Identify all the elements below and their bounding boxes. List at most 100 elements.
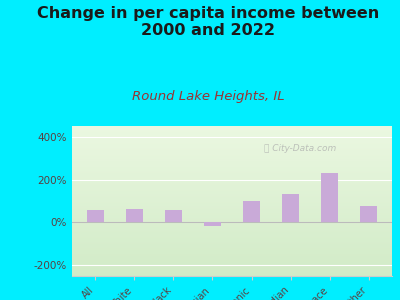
Bar	[72, 258, 392, 259]
Bar	[72, 272, 392, 273]
Bar	[72, 181, 392, 182]
Bar	[72, 238, 392, 239]
Bar	[87, 210, 104, 222]
Bar	[72, 129, 392, 130]
Bar	[72, 126, 392, 127]
Bar	[72, 232, 392, 233]
Bar	[72, 202, 392, 203]
Bar	[72, 172, 392, 173]
Bar	[72, 162, 392, 163]
Bar	[72, 147, 392, 148]
Bar	[72, 261, 392, 262]
Bar	[72, 135, 392, 136]
Bar	[72, 231, 392, 232]
Bar	[72, 176, 392, 177]
Bar	[72, 182, 392, 183]
Bar	[72, 173, 392, 174]
Bar	[72, 174, 392, 175]
Bar	[72, 243, 392, 244]
Bar	[72, 216, 392, 217]
Bar	[72, 170, 392, 171]
Bar	[72, 180, 392, 181]
Bar	[72, 267, 392, 268]
Bar	[72, 218, 392, 219]
Bar	[72, 205, 392, 206]
Bar	[72, 167, 392, 168]
Bar	[72, 131, 392, 132]
Bar	[72, 238, 392, 239]
Bar	[72, 274, 392, 275]
Bar	[72, 236, 392, 237]
Bar	[72, 169, 392, 170]
Bar	[72, 248, 392, 249]
Bar	[72, 203, 392, 204]
Bar	[72, 207, 392, 208]
Bar	[72, 146, 392, 147]
Bar	[72, 194, 392, 195]
Bar	[72, 171, 392, 172]
Bar	[72, 157, 392, 158]
Bar	[72, 264, 392, 265]
Bar	[72, 156, 392, 157]
Bar	[72, 188, 392, 189]
Bar	[72, 165, 392, 166]
Bar	[321, 173, 338, 222]
Bar	[360, 206, 377, 222]
Bar	[72, 270, 392, 271]
Bar	[72, 149, 392, 150]
Bar	[72, 247, 392, 248]
Bar	[72, 241, 392, 242]
Bar	[72, 136, 392, 137]
Bar	[72, 239, 392, 240]
Bar	[72, 217, 392, 218]
Bar	[72, 229, 392, 230]
Bar	[72, 235, 392, 236]
Bar	[72, 244, 392, 245]
Bar	[72, 246, 392, 247]
Bar	[126, 208, 143, 222]
Bar	[72, 160, 392, 161]
Bar	[72, 166, 392, 167]
Bar	[72, 198, 392, 199]
Bar	[72, 260, 392, 261]
Bar	[72, 187, 392, 188]
Bar	[72, 130, 392, 131]
Bar	[72, 155, 392, 156]
Bar	[72, 175, 392, 176]
Bar	[72, 164, 392, 165]
Bar	[72, 275, 392, 276]
Bar	[72, 161, 392, 162]
Bar	[72, 201, 392, 202]
Bar	[72, 192, 392, 193]
Bar	[72, 252, 392, 253]
Bar	[72, 153, 392, 154]
Bar	[72, 249, 392, 250]
Bar	[72, 145, 392, 146]
Bar	[72, 263, 392, 264]
Bar	[72, 163, 392, 164]
Bar	[72, 143, 392, 144]
Bar	[243, 201, 260, 222]
Bar	[72, 269, 392, 270]
Bar	[72, 202, 392, 203]
Bar	[72, 233, 392, 234]
Bar	[72, 259, 392, 260]
Bar	[72, 245, 392, 246]
Bar	[72, 193, 392, 194]
Bar	[72, 189, 392, 190]
Bar	[72, 250, 392, 251]
Bar	[72, 222, 392, 223]
Bar	[72, 183, 392, 184]
Bar	[72, 133, 392, 134]
Bar	[72, 190, 392, 191]
Bar	[72, 251, 392, 252]
Bar	[72, 271, 392, 272]
Bar	[72, 237, 392, 238]
Bar	[72, 199, 392, 200]
Bar	[72, 159, 392, 160]
Bar	[72, 228, 392, 229]
Bar	[72, 210, 392, 211]
Bar	[72, 214, 392, 215]
Bar	[72, 141, 392, 142]
Bar	[72, 223, 392, 224]
